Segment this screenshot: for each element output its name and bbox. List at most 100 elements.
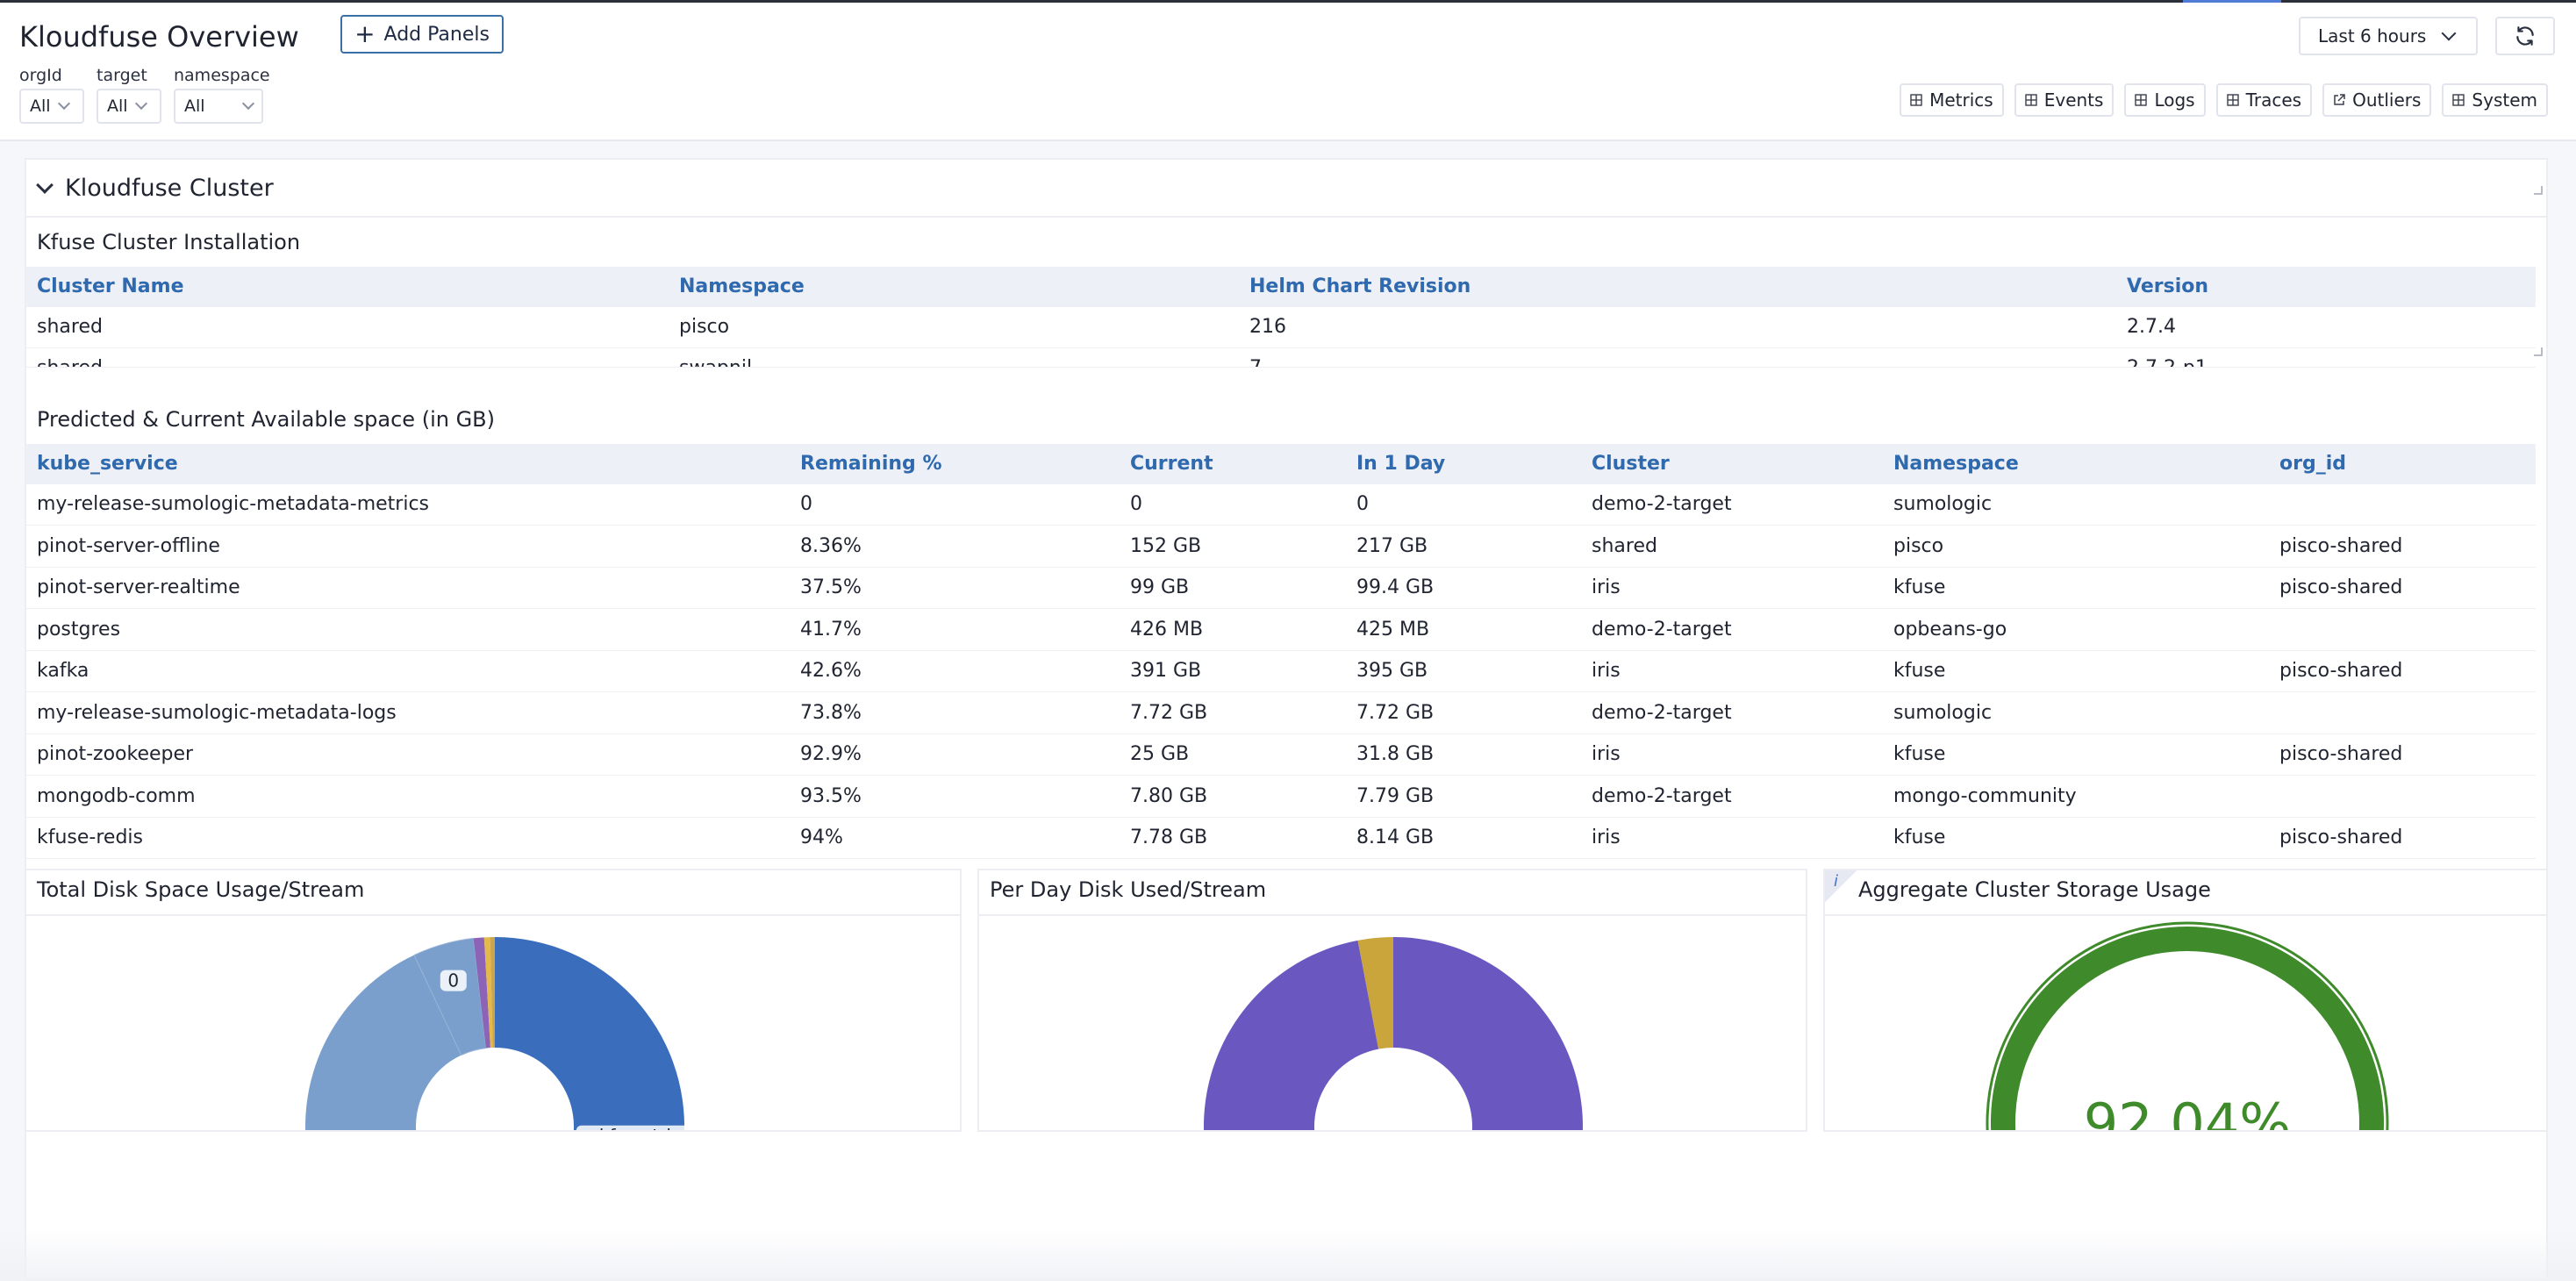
target-select[interactable]: All — [97, 89, 161, 124]
column-header[interactable]: Namespace — [1893, 453, 2019, 475]
bottom-fade — [0, 1228, 2576, 1281]
cell: 42.6% — [800, 660, 862, 682]
pie-slice[interactable] — [413, 937, 487, 1056]
panel-divider — [979, 914, 1806, 916]
link-label: Logs — [2154, 89, 2195, 111]
refresh-button[interactable] — [2495, 17, 2555, 55]
column-header[interactable]: Cluster — [1592, 453, 1670, 475]
column-header[interactable]: In 1 Day — [1356, 453, 1446, 475]
cell: shared — [37, 316, 103, 338]
link-label: Metrics — [1929, 89, 1993, 111]
column-header[interactable]: Namespace — [679, 276, 805, 297]
gauge-threshold-green — [1986, 921, 2389, 1130]
cell: pinot-server-offline — [37, 534, 220, 557]
dashboard-links: Metrics Events Logs Traces Outliers Syst… — [1900, 83, 2548, 117]
panel-title: Total Disk Space Usage/Stream — [37, 877, 365, 902]
plus-icon: + — [354, 19, 376, 48]
dashboard-icon — [2135, 94, 2148, 106]
per-day-disk-panel: Per Day Disk Used/Stream kf_logs — [977, 869, 1807, 1132]
link-logs[interactable]: Logs — [2124, 83, 2206, 117]
link-label: System — [2472, 89, 2537, 111]
cell: 0 — [800, 493, 812, 515]
storage-usage-panel: i Aggregate Cluster Storage Usage 92.04% — [1823, 869, 2548, 1132]
pie-slice[interactable] — [305, 955, 485, 1132]
add-panels-button[interactable]: + Add Panels — [340, 15, 504, 54]
cell: my-release-sumologic-metadata-logs — [37, 701, 397, 724]
namespace-select[interactable]: All — [174, 89, 263, 124]
table-header: kube_service Remaining % Current In 1 Da… — [26, 444, 2536, 484]
time-range-picker[interactable]: Last 6 hours — [2299, 17, 2478, 55]
filter-namespace: namespace All — [174, 66, 270, 124]
cell: 99.4 GB — [1356, 576, 1435, 598]
table-row: pinot-server-offline 8.36% 152 GB 217 GB sha… — [26, 526, 2536, 568]
panel-divider — [1825, 914, 2546, 916]
table-header: Cluster Name Namespace Helm Chart Revisi… — [26, 267, 2536, 307]
column-header[interactable]: Current — [1130, 453, 1213, 475]
link-label: Events — [2043, 89, 2104, 111]
column-header[interactable]: org_id — [2279, 453, 2347, 475]
link-events[interactable]: Events — [2014, 83, 2114, 117]
filter-label: target — [97, 66, 147, 85]
dashboard-icon — [2226, 94, 2239, 106]
cell: pisco-shared — [2279, 827, 2403, 848]
column-header[interactable]: Remaining % — [800, 453, 942, 475]
cell: 0 — [1356, 493, 1369, 515]
cell: pisco — [679, 316, 730, 338]
info-icon[interactable]: i — [1825, 870, 1857, 902]
cell: opbeans-go — [1893, 618, 2007, 640]
resize-handle[interactable] — [2534, 347, 2543, 356]
cell: mongo-community — [1893, 784, 2077, 807]
dashboard-header: Kloudfuse Overview + Add Panels orgId Al… — [0, 3, 2576, 141]
row-header[interactable]: Kloudfuse Cluster — [26, 160, 2546, 218]
table-row: shared swapnil 7 2.7.2-p1 — [26, 348, 2536, 368]
total-disk-panel: Total Disk Space Usage/Stream kf_metrics… — [25, 869, 962, 1132]
column-header[interactable]: Helm Chart Revision — [1249, 276, 1471, 297]
pie-slice[interactable] — [473, 937, 490, 1048]
cell: 37.5% — [800, 576, 862, 598]
pie-slice[interactable] — [490, 937, 495, 1048]
panel-title: Kfuse Cluster Installation — [37, 230, 301, 254]
link-metrics[interactable]: Metrics — [1900, 83, 2004, 117]
time-range-label: Last 6 hours — [2318, 25, 2427, 47]
table-row: my-release-sumologic-metadata-logs 73.8% 7… — [26, 693, 2536, 734]
installation-panel: Kfuse Cluster Installation Cluster Name … — [26, 219, 2546, 368]
table-row: shared pisco 216 2.7.4 — [26, 307, 2536, 348]
cell: kfuse-redis — [37, 827, 143, 848]
link-system[interactable]: System — [2442, 83, 2548, 117]
slice-label-bg — [440, 970, 467, 991]
cell: 7.78 GB — [1130, 827, 1208, 848]
page-title: Kloudfuse Overview — [19, 20, 299, 54]
column-header[interactable]: Cluster Name — [37, 276, 184, 297]
select-value: All — [107, 97, 128, 116]
external-link-icon — [2334, 94, 2345, 105]
cell: 8.14 GB — [1356, 827, 1435, 848]
cell: 25 GB — [1130, 743, 1190, 765]
table-row: pinot-zookeeper 92.9% 25 GB 31.8 GB iris kfus… — [26, 734, 2536, 776]
cell: pisco-shared — [2279, 534, 2403, 557]
table-row: pinot-server-realtime 37.5% 99 GB 99.4 GB ir… — [26, 568, 2536, 609]
column-header[interactable]: kube_service — [37, 453, 178, 475]
cell: 41.7% — [800, 618, 862, 640]
pie-slice[interactable] — [1204, 937, 1583, 1132]
row-title: Kloudfuse Cluster — [65, 174, 274, 202]
column-header[interactable]: Version — [2127, 276, 2209, 297]
filter-label: orgId — [19, 66, 62, 85]
refresh-icon — [2516, 26, 2534, 46]
cell: pisco-shared — [2279, 743, 2403, 765]
storage-gauge: 92.04% — [1986, 921, 2389, 1130]
cell: 93.5% — [800, 784, 862, 807]
orgid-select[interactable]: All — [19, 89, 84, 124]
panel-title: Per Day Disk Used/Stream — [990, 877, 1267, 902]
cell: 7.79 GB — [1356, 784, 1435, 807]
cell: pisco-shared — [2279, 660, 2403, 682]
pie-slice[interactable] — [1357, 937, 1393, 1049]
pie-slice[interactable] — [483, 937, 493, 1048]
dashboard-icon — [2452, 94, 2465, 106]
cell: pisco — [1893, 534, 1944, 557]
pie-slice[interactable] — [471, 937, 684, 1132]
resize-handle[interactable] — [2534, 186, 2543, 195]
link-traces[interactable]: Traces — [2215, 83, 2313, 117]
chevron-down-icon[interactable] — [36, 176, 54, 194]
cell: 7.72 GB — [1356, 701, 1435, 724]
link-outliers[interactable]: Outliers — [2322, 83, 2432, 117]
